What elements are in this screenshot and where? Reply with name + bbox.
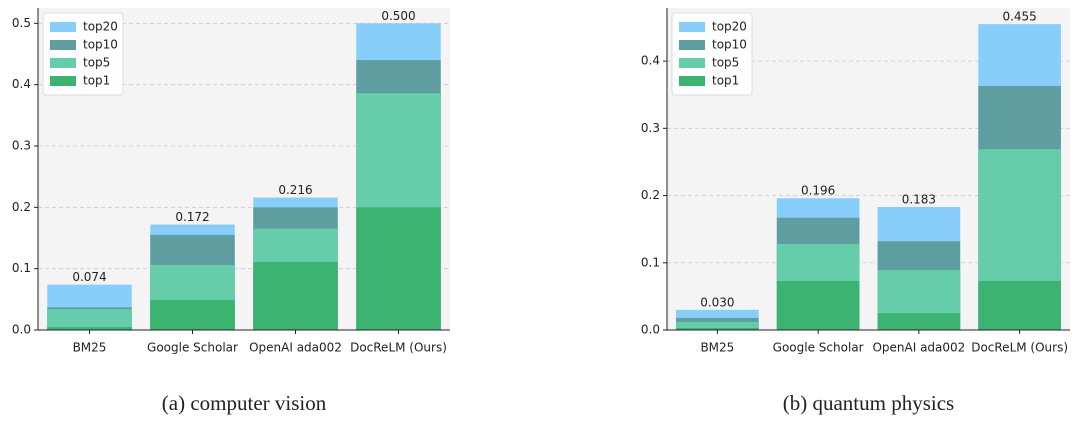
bar [978, 280, 1061, 330]
legend-swatch [50, 58, 76, 68]
y-tick-label: 0.2 [641, 188, 660, 202]
x-tick-label: Google Scholar [147, 341, 238, 355]
legend-swatch [679, 40, 705, 50]
legend-label: top1 [712, 74, 739, 88]
value-label: 0.030 [700, 295, 734, 309]
legend-label: top10 [712, 38, 747, 52]
bar [676, 327, 759, 330]
legend-label: top5 [712, 56, 739, 70]
legend-box [671, 12, 753, 96]
legend-swatch [679, 22, 705, 32]
legend-swatch [679, 76, 705, 86]
legend-swatch [50, 40, 76, 50]
y-tick-label: 0.0 [12, 323, 31, 337]
legend-label: top10 [83, 38, 118, 52]
legend-swatch [679, 58, 705, 68]
legend-label: top20 [83, 20, 118, 34]
legend-label: top5 [83, 56, 110, 70]
caption: (a) computer vision [162, 391, 327, 415]
bar [47, 326, 132, 330]
legend-label: top20 [712, 20, 747, 34]
y-tick-label: 0.1 [641, 255, 660, 269]
bar [877, 313, 961, 330]
bar [776, 280, 860, 330]
y-tick-label: 0.0 [641, 323, 660, 337]
value-label: 0.455 [1002, 10, 1036, 24]
caption: (b) quantum physics [783, 391, 954, 415]
legend-swatch [50, 22, 76, 32]
x-tick-label: DocReLM (Ours) [350, 341, 447, 355]
bar [47, 309, 132, 330]
x-tick-label: Google Scholar [773, 341, 864, 355]
y-tick-label: 0.2 [12, 200, 31, 214]
value-label: 0.216 [278, 183, 312, 197]
y-tick-label: 0.3 [641, 121, 660, 135]
legend-swatch [50, 76, 76, 86]
x-tick-label: BM25 [73, 341, 107, 355]
value-label: 0.074 [72, 270, 106, 284]
value-label: 0.183 [902, 192, 936, 206]
legend-label: top1 [83, 74, 110, 88]
x-tick-label: BM25 [700, 341, 734, 355]
bar [676, 321, 759, 330]
y-tick-label: 0.3 [12, 139, 31, 153]
y-tick-label: 0.4 [12, 77, 31, 91]
value-label: 0.172 [175, 210, 209, 224]
bar [253, 261, 338, 330]
y-tick-label: 0.5 [12, 16, 31, 30]
x-tick-label: OpenAI ada002 [249, 341, 342, 355]
bar [150, 299, 235, 330]
value-label: 0.500 [381, 9, 415, 23]
bar [356, 207, 441, 330]
x-tick-label: OpenAI ada002 [872, 341, 965, 355]
y-tick-label: 0.4 [641, 54, 660, 68]
y-tick-label: 0.1 [12, 261, 31, 275]
legend-box [42, 12, 124, 96]
value-label: 0.196 [801, 184, 835, 198]
x-tick-label: DocReLM (Ours) [971, 341, 1068, 355]
